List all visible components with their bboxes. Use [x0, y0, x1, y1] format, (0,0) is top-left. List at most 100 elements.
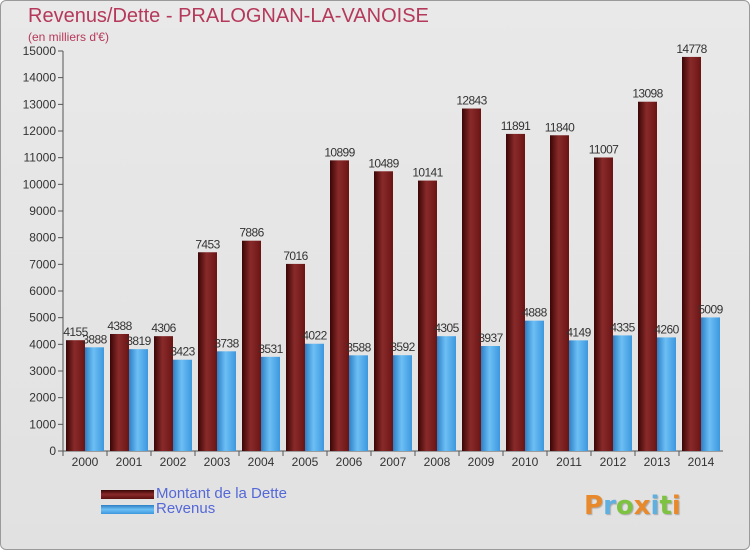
y-tick-label: 0 — [49, 444, 56, 458]
data-label-debt: 4155 — [63, 325, 88, 339]
logo-letter: P — [584, 491, 604, 521]
data-label-debt: 12843 — [456, 94, 487, 108]
x-tick-label: 2013 — [644, 455, 671, 469]
bar-debt — [638, 101, 657, 451]
data-label-debt: 10899 — [324, 145, 355, 159]
legend-swatch-debt — [101, 490, 154, 499]
x-tick-label: 2011 — [556, 455, 582, 469]
bar-revenue — [129, 349, 148, 451]
legend-label-debt: Montant de la Dette — [156, 485, 287, 502]
data-label-debt: 4306 — [151, 321, 176, 335]
x-tick-label: 2014 — [688, 455, 715, 469]
bar-debt — [110, 333, 129, 451]
data-label-debt: 14778 — [676, 42, 707, 56]
x-tick-label: 2012 — [600, 455, 627, 469]
data-label-revenue: 5009 — [698, 302, 723, 316]
data-label-debt: 7453 — [195, 237, 220, 251]
logo-letter: i — [650, 491, 660, 521]
y-tick-label: 2000 — [29, 391, 56, 405]
data-label-debt: 7886 — [239, 226, 264, 240]
data-label-debt: 4388 — [107, 319, 132, 333]
data-label-debt: 11840 — [545, 120, 575, 134]
data-label-debt: 7016 — [283, 249, 308, 263]
legend-label-revenue: Revenus — [156, 500, 216, 517]
data-label-revenue: 3531 — [258, 342, 283, 356]
data-label-revenue: 4305 — [434, 321, 459, 335]
x-tick-label: 2010 — [512, 455, 539, 469]
data-label-revenue: 3819 — [126, 334, 151, 348]
data-label-revenue: 3738 — [214, 336, 239, 350]
bar-debt — [374, 171, 393, 451]
bar-debt — [198, 252, 217, 451]
data-label-debt: 11891 — [501, 119, 531, 133]
x-tick-label: 2008 — [424, 455, 451, 469]
data-label-revenue: 3937 — [478, 331, 503, 345]
proxiti-logo: Proxiti — [584, 491, 681, 521]
bar-revenue — [305, 343, 324, 451]
y-tick-label: 1000 — [29, 417, 56, 431]
bar-debt — [330, 160, 349, 452]
y-tick-label: 13000 — [23, 97, 57, 111]
bar-revenue — [173, 359, 192, 451]
bar-debt — [66, 340, 85, 451]
logo-letter: o — [615, 491, 634, 521]
data-label-debt: 10489 — [368, 156, 399, 170]
chart-subtitle: (en milliers d'€) — [28, 30, 109, 44]
logo-letter: r — [603, 491, 616, 521]
y-tick-label: 14000 — [23, 71, 57, 85]
bar-revenue — [261, 356, 280, 451]
x-tick-label: 2004 — [248, 455, 275, 469]
data-label-revenue: 4022 — [302, 329, 327, 343]
chart-title: Revenus/Dette - PRALOGNAN-LA-VANOISE — [28, 5, 429, 27]
data-label-revenue: 3423 — [170, 345, 195, 359]
bar-debt — [682, 56, 701, 452]
y-tick-label: 3000 — [29, 364, 56, 378]
logo-letter: t — [659, 491, 672, 521]
x-tick-label: 2006 — [336, 455, 363, 469]
y-tick-label: 10000 — [23, 177, 57, 191]
bar-revenue — [393, 355, 412, 451]
logo-letter: x — [633, 491, 651, 521]
data-label-debt: 10141 — [412, 166, 443, 180]
data-label-revenue: 3888 — [82, 332, 107, 346]
data-label-revenue: 4888 — [522, 306, 547, 320]
bar-debt — [594, 157, 613, 452]
data-label-revenue: 4149 — [566, 325, 591, 339]
bar-revenue — [525, 320, 544, 451]
bar-debt — [506, 133, 525, 451]
bar-revenue — [613, 335, 632, 451]
y-tick-label: 15000 — [23, 44, 57, 58]
data-label-revenue: 4260 — [654, 322, 679, 336]
bar-revenue — [569, 340, 588, 451]
bar-revenue — [217, 351, 236, 451]
x-tick-label: 2001 — [116, 455, 143, 469]
logo-letter: i — [671, 491, 681, 521]
data-label-revenue: 3588 — [346, 340, 371, 354]
bar-debt — [242, 240, 261, 451]
y-tick-label: 8000 — [29, 231, 56, 245]
x-tick-label: 2007 — [380, 455, 407, 469]
x-tick-label: 2002 — [160, 455, 187, 469]
legend-swatch-revenue — [101, 505, 154, 514]
y-tick-label: 12000 — [23, 124, 57, 138]
y-tick-label: 4000 — [29, 337, 56, 351]
y-tick-label: 7000 — [29, 257, 56, 271]
y-tick-label: 5000 — [29, 311, 56, 325]
x-tick-label: 2000 — [72, 455, 99, 469]
bar-debt — [462, 108, 481, 452]
y-tick-label: 6000 — [29, 284, 56, 298]
data-label-revenue: 3592 — [390, 340, 415, 354]
bar-debt — [154, 336, 173, 451]
bar-revenue — [85, 347, 104, 451]
x-tick-label: 2005 — [292, 455, 319, 469]
bar-revenue — [437, 336, 456, 451]
bar-revenue — [657, 337, 676, 451]
bar-revenue — [701, 317, 720, 451]
x-tick-label: 2009 — [468, 455, 495, 469]
bar-debt — [286, 263, 305, 451]
y-tick-label: 9000 — [29, 204, 56, 218]
y-tick-label: 11000 — [24, 151, 57, 165]
data-label-debt: 13098 — [632, 87, 663, 101]
